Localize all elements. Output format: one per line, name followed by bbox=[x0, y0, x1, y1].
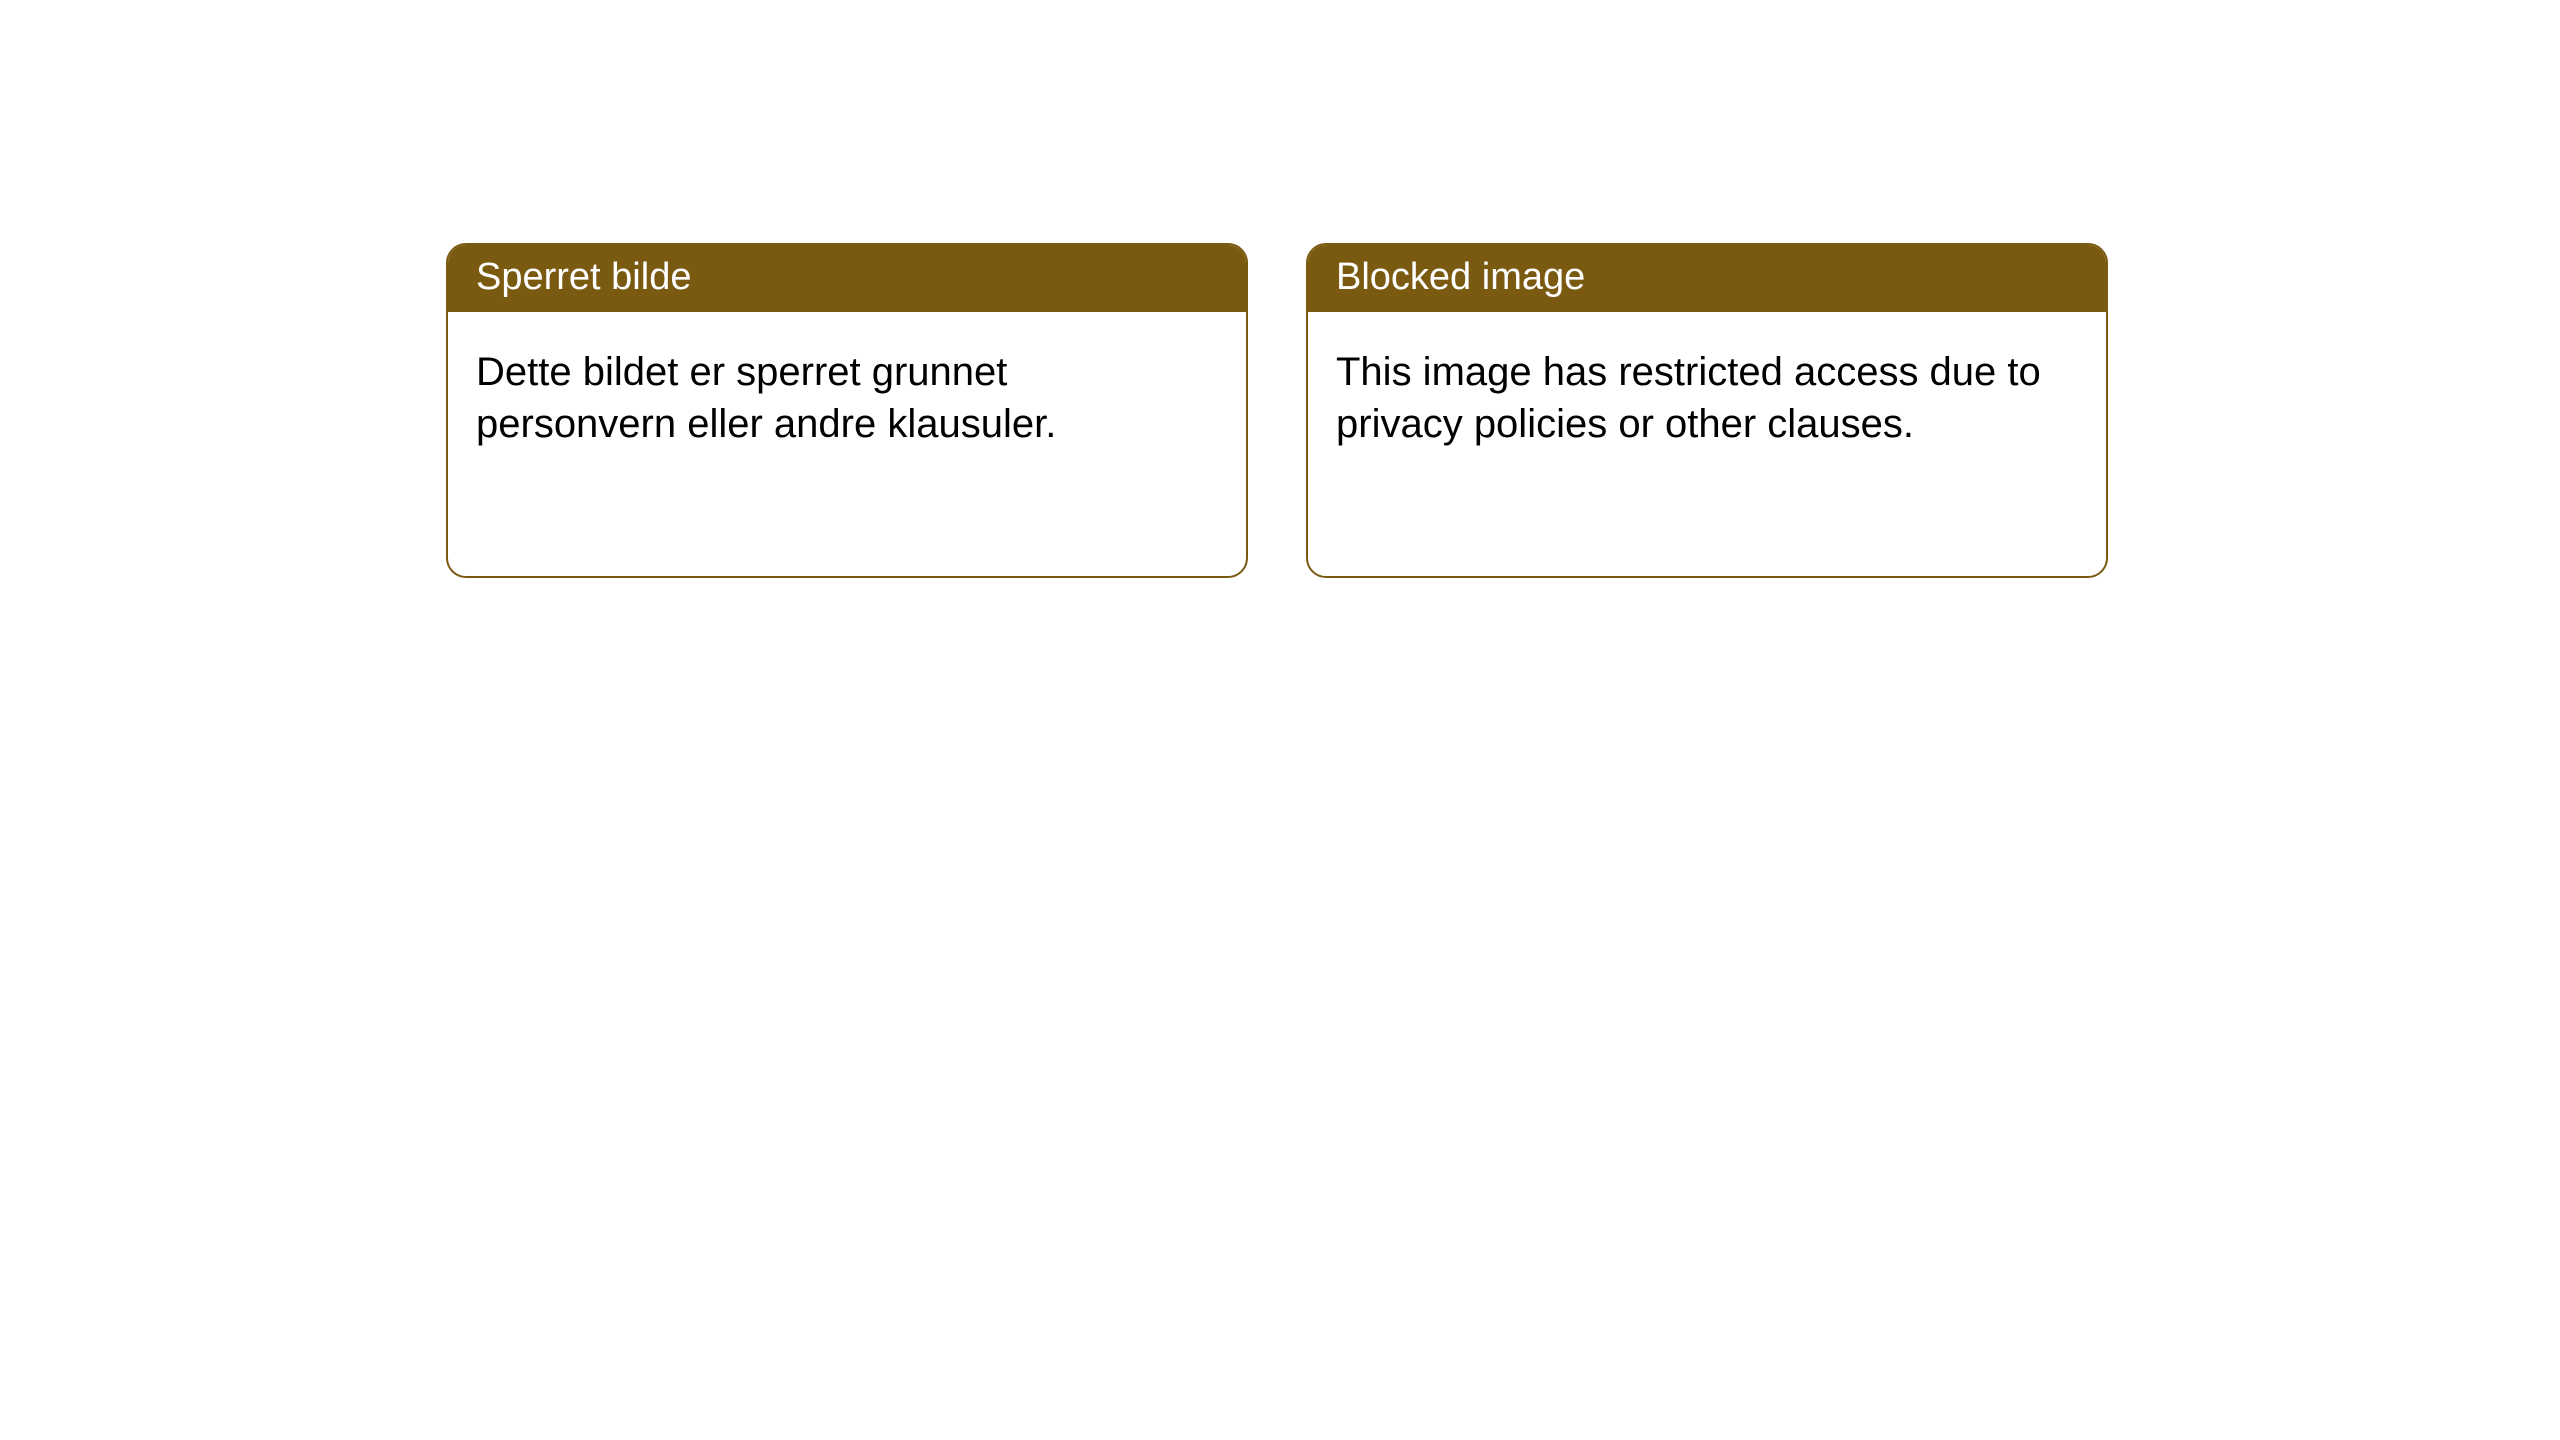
card-body-text: Dette bildet er sperret grunnet personve… bbox=[448, 312, 1246, 484]
blocked-image-card-en: Blocked image This image has restricted … bbox=[1306, 243, 2108, 578]
card-title: Sperret bilde bbox=[448, 245, 1246, 312]
card-title: Blocked image bbox=[1308, 245, 2106, 312]
cards-container: Sperret bilde Dette bildet er sperret gr… bbox=[0, 0, 2560, 578]
card-body-text: This image has restricted access due to … bbox=[1308, 312, 2106, 484]
blocked-image-card-no: Sperret bilde Dette bildet er sperret gr… bbox=[446, 243, 1248, 578]
